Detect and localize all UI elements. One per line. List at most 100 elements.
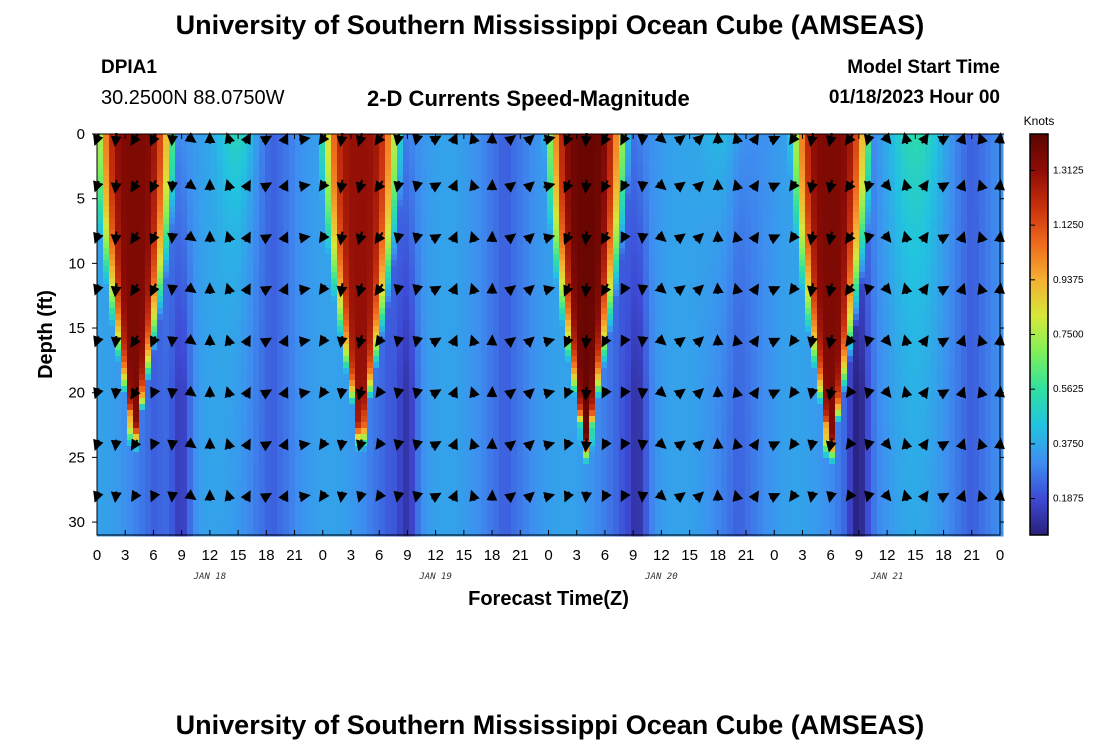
- heat-cell: [175, 326, 182, 333]
- heat-cell: [499, 422, 506, 429]
- heat-cell: [313, 200, 320, 207]
- heat-cell: [355, 422, 362, 429]
- heat-cell: [529, 422, 536, 429]
- heat-cell: [157, 266, 164, 273]
- heat-cell: [295, 380, 302, 387]
- heat-cell: [379, 470, 386, 477]
- heat-cell: [145, 272, 152, 279]
- heat-cell: [529, 164, 536, 171]
- heat-cell: [331, 386, 338, 393]
- heat-cell: [433, 380, 440, 387]
- heat-cell: [307, 416, 314, 423]
- heat-cell: [181, 272, 188, 279]
- heat-cell: [469, 260, 476, 267]
- heat-cell: [439, 488, 446, 495]
- heat-cell: [439, 176, 446, 183]
- heat-cell: [253, 488, 260, 495]
- heat-cell: [115, 248, 122, 255]
- heat-cell: [271, 176, 278, 183]
- heat-cell: [469, 512, 476, 519]
- heat-cell: [523, 476, 530, 483]
- heat-cell: [331, 518, 338, 525]
- heat-cell: [169, 476, 176, 483]
- heat-cell: [103, 266, 110, 273]
- heat-cell: [151, 464, 158, 471]
- heat-cell: [529, 308, 536, 315]
- heat-cell: [475, 368, 482, 375]
- heat-cell: [535, 338, 542, 345]
- heat-cell: [121, 242, 128, 249]
- heat-cell: [229, 242, 236, 249]
- heat-cell: [457, 344, 464, 351]
- heat-cell: [523, 206, 530, 213]
- heat-cell: [415, 176, 422, 183]
- heat-cell: [361, 476, 368, 483]
- heat-cell: [97, 434, 104, 441]
- heat-cell: [427, 500, 434, 507]
- heat-cell: [259, 152, 266, 159]
- heat-cell: [451, 428, 458, 435]
- heat-cell: [175, 458, 182, 465]
- heat-cell: [535, 470, 542, 477]
- heat-cell: [397, 296, 404, 303]
- heat-cell: [445, 530, 452, 537]
- heat-cell: [409, 248, 416, 255]
- heat-cell: [523, 530, 530, 537]
- heat-cell: [361, 164, 368, 171]
- heat-cell: [397, 308, 404, 315]
- heat-cell: [301, 434, 308, 441]
- heat-cell: [217, 272, 224, 279]
- heat-cell: [427, 482, 434, 489]
- heat-cell: [121, 338, 128, 345]
- heat-cell: [283, 404, 290, 411]
- heat-cell: [307, 374, 314, 381]
- heat-cell: [175, 146, 182, 153]
- heat-cell: [463, 464, 470, 471]
- heat-cell: [349, 494, 356, 501]
- heat-cell: [229, 464, 236, 471]
- heat-cell: [445, 332, 452, 339]
- heat-cell: [187, 374, 194, 381]
- heat-cell: [271, 512, 278, 519]
- heat-cell: [169, 146, 176, 153]
- heat-cell: [343, 194, 350, 201]
- heat-cell: [391, 350, 398, 357]
- heat-cell: [433, 248, 440, 255]
- heat-cell: [247, 500, 254, 507]
- heat-cell: [505, 404, 512, 411]
- heat-cell: [391, 260, 398, 267]
- heat-cell: [163, 332, 170, 339]
- heat-cell: [469, 344, 476, 351]
- heat-cell: [169, 248, 176, 255]
- heat-cell: [157, 236, 164, 243]
- heat-cell: [451, 170, 458, 177]
- heat-cell: [349, 428, 356, 435]
- heat-cell: [487, 356, 494, 363]
- heat-cell: [229, 230, 236, 237]
- heat-cell: [487, 458, 494, 465]
- heat-cell: [343, 464, 350, 471]
- heat-cell: [493, 338, 500, 345]
- heat-cell: [253, 386, 260, 393]
- heat-cell: [421, 266, 428, 273]
- heat-cell: [475, 308, 482, 315]
- heat-cell: [397, 248, 404, 255]
- heat-cell: [211, 476, 218, 483]
- heat-cell: [127, 320, 134, 327]
- heat-cell: [517, 272, 524, 279]
- heat-cell: [169, 350, 176, 357]
- heat-cell: [409, 176, 416, 183]
- heat-cell: [193, 296, 200, 303]
- heat-cell: [481, 350, 488, 357]
- heat-cell: [511, 260, 518, 267]
- heat-cell: [217, 140, 224, 147]
- heat-cell: [415, 368, 422, 375]
- heat-cell: [115, 272, 122, 279]
- heat-cell: [379, 368, 386, 375]
- heat-cell: [313, 158, 320, 165]
- heat-cell: [487, 158, 494, 165]
- heat-cell: [193, 524, 200, 531]
- heat-cell: [487, 374, 494, 381]
- heat-cell: [145, 356, 152, 363]
- heat-cell: [271, 350, 278, 357]
